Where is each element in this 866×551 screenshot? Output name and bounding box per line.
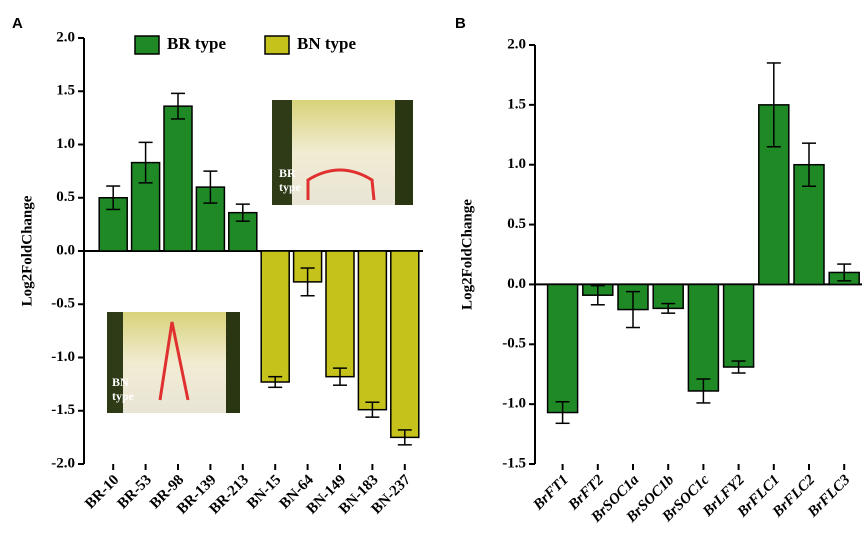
y-axis-label: Log2FoldChange bbox=[459, 199, 475, 310]
y-tick-label: 0.5 bbox=[56, 189, 75, 205]
error-bar bbox=[397, 429, 412, 446]
y-tick-label: -1.5 bbox=[502, 455, 526, 471]
bar bbox=[793, 163, 825, 286]
error-bar bbox=[365, 401, 380, 418]
error-bar bbox=[333, 367, 347, 386]
error-bar bbox=[766, 62, 781, 148]
x-tick-label: BrFT1 bbox=[530, 472, 572, 514]
inset-label: BR bbox=[279, 166, 296, 180]
inset-photo bbox=[272, 100, 413, 205]
error-bar bbox=[106, 185, 121, 211]
error-bar bbox=[661, 302, 676, 314]
y-tick-label: 1.0 bbox=[507, 156, 526, 172]
y-tick-label: -1.0 bbox=[51, 349, 75, 365]
error-bar bbox=[802, 142, 816, 188]
y-tick-label: 1.5 bbox=[507, 96, 526, 112]
bar bbox=[687, 283, 720, 392]
bar bbox=[546, 283, 579, 414]
bar bbox=[163, 105, 193, 252]
x-tick-label: BR-10 bbox=[82, 472, 122, 512]
inset-photo bbox=[107, 312, 240, 413]
bar bbox=[357, 250, 388, 411]
y-tick-label: 0.5 bbox=[507, 216, 526, 232]
bar bbox=[228, 211, 258, 252]
error-bar bbox=[590, 284, 605, 306]
error-bar bbox=[203, 170, 218, 204]
y-tick-label: 2.0 bbox=[507, 36, 526, 52]
bar bbox=[390, 250, 420, 439]
legend-swatch bbox=[134, 35, 160, 55]
error-bar bbox=[837, 263, 852, 282]
y-tick-label: -1.0 bbox=[502, 396, 526, 412]
error-bar bbox=[626, 290, 640, 329]
legend-label: BN type bbox=[297, 34, 356, 53]
error-bar bbox=[138, 141, 153, 184]
error-bar bbox=[555, 400, 570, 425]
x-tick-label: BR-53 bbox=[115, 472, 155, 512]
y-tick-label: -0.5 bbox=[51, 296, 75, 312]
legend-label: BR type bbox=[167, 34, 226, 53]
bar bbox=[325, 250, 355, 378]
error-bar bbox=[235, 203, 250, 222]
bar bbox=[722, 283, 755, 368]
y-tick-label: 1.5 bbox=[56, 83, 75, 99]
panel-label: A bbox=[12, 15, 23, 32]
inset-label: type bbox=[112, 389, 135, 403]
error-bar bbox=[696, 378, 711, 404]
panel-label: B bbox=[455, 15, 466, 32]
y-tick-label: -1.5 bbox=[51, 402, 75, 418]
y-tick-label: 1.0 bbox=[56, 136, 75, 152]
y-tick-label: 0.0 bbox=[507, 276, 526, 292]
error-bar bbox=[268, 375, 283, 389]
legend-swatch bbox=[264, 35, 290, 55]
x-tick-label: BN-15 bbox=[244, 472, 284, 512]
y-tick-label: -2.0 bbox=[51, 455, 75, 471]
error-bar bbox=[300, 267, 315, 297]
y-axis-label: Log2FoldChange bbox=[19, 195, 35, 306]
error-bar bbox=[731, 360, 746, 374]
y-tick-label: 0.0 bbox=[56, 242, 75, 258]
y-tick-label: -0.5 bbox=[502, 336, 526, 352]
y-tick-label: 2.0 bbox=[56, 29, 75, 45]
inset-label: type bbox=[279, 180, 302, 194]
bar bbox=[260, 250, 290, 383]
inset-label: BN bbox=[112, 375, 129, 389]
error-bar bbox=[171, 92, 185, 120]
